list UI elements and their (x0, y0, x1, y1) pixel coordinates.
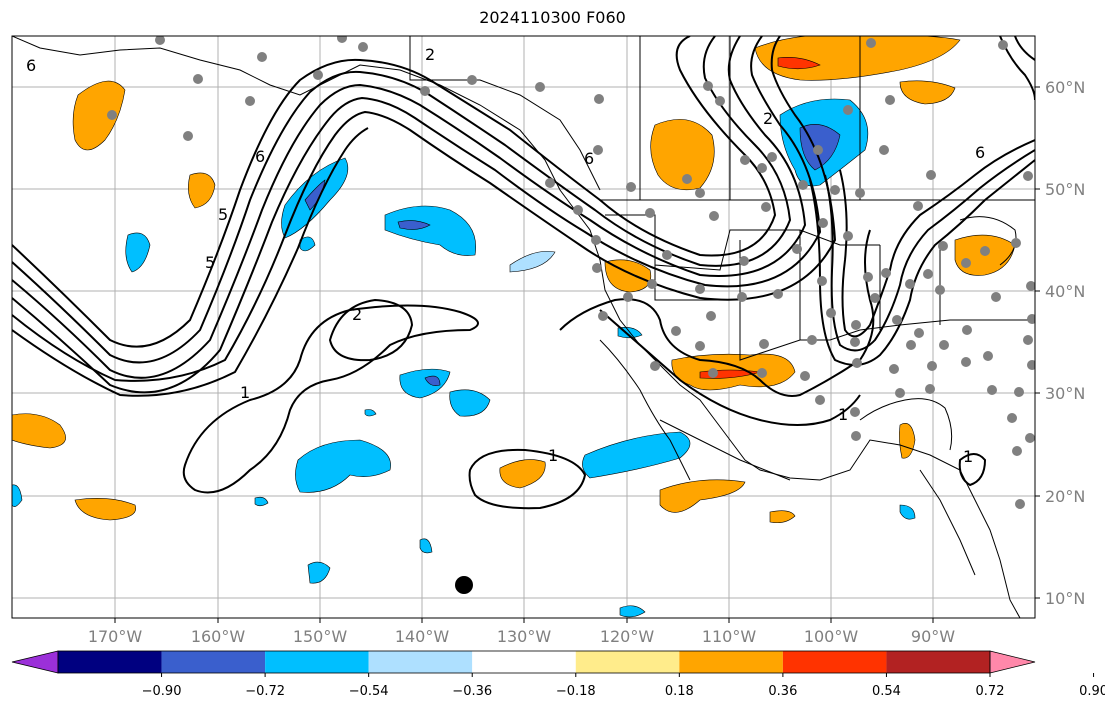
contour-label: 6 (584, 149, 594, 168)
anomaly-blob (384, 205, 477, 256)
anomaly-blob (899, 504, 916, 520)
contour-label-group: 6 5 6 5 2 1 1 6 2 2 6 1 1 (26, 45, 985, 466)
contour-label: 1 (240, 383, 250, 402)
anomaly-blob (619, 605, 646, 618)
anomaly-blob (899, 80, 956, 105)
contour-label: 2 (425, 45, 435, 64)
colorbar-extend-high (989, 650, 1036, 674)
colorbar-box (161, 651, 266, 673)
colorbar-tick-label: −0.90 (142, 684, 182, 699)
lon-label: 90°W (911, 627, 955, 646)
anomaly-blob (424, 375, 441, 386)
colorbar-box (575, 651, 680, 673)
lat-label: 50°N (1045, 180, 1085, 199)
lat-label: 20°N (1045, 487, 1085, 506)
anomaly-blob (777, 57, 821, 70)
colorbar-tick-label: 0.36 (768, 684, 797, 699)
colorbar-tick-label: 0.18 (665, 684, 694, 699)
contour-label: 5 (205, 253, 215, 272)
contour-label: 6 (255, 147, 265, 166)
anomaly-blob (659, 479, 746, 513)
anomaly-blob (397, 220, 431, 230)
black-dot-marker (455, 576, 473, 594)
contour-label: 6 (26, 56, 36, 75)
lon-label: 140°W (395, 627, 450, 646)
lon-label: 110°W (702, 627, 757, 646)
colorbar: −0.90 −0.72 −0.54 −0.36 −0.18 0.18 0.36 0.54 0.7… (11, 650, 1105, 699)
anomaly-blob (364, 409, 377, 417)
anomaly-blob (754, 36, 961, 81)
anomaly-blob (399, 368, 451, 399)
anomaly-blob (74, 498, 137, 521)
colorbar-tick-label: −0.36 (452, 684, 492, 699)
anomaly-blob (295, 439, 391, 493)
longitude-labels: 170°W 160°W 150°W 140°W 130°W 120°W 110°… (88, 627, 955, 646)
contour-label: 1 (838, 405, 848, 424)
anomaly-blob (509, 251, 556, 273)
lon-label: 160°W (191, 627, 246, 646)
shaded-anomalies (12, 36, 1016, 618)
station-dots (107, 36, 1035, 509)
map-plot-area: 6 5 6 5 2 1 1 6 2 2 6 1 1 (12, 36, 1035, 618)
colorbar-tick-label: 0.54 (872, 684, 901, 699)
anomaly-blob (72, 80, 126, 151)
anomaly-blob (307, 561, 331, 584)
anomaly-blob (419, 538, 433, 554)
colorbar-extend-low (11, 650, 59, 674)
lon-label: 100°W (804, 627, 859, 646)
colorbar-tick-label: 0.72 (976, 684, 1005, 699)
anomaly-blob (650, 119, 715, 191)
colorbar-box (886, 651, 990, 673)
anomaly-blob (304, 179, 326, 211)
latitude-labels: 60°N 50°N 40°N 30°N 20°N 10°N (1045, 78, 1085, 608)
colorbar-frame (57, 650, 991, 674)
anomaly-blob (12, 413, 66, 449)
lat-label: 30°N (1045, 384, 1085, 403)
coastlines (12, 36, 1035, 618)
colorbar-tick-label: −0.18 (556, 684, 596, 699)
anomaly-blob (254, 496, 269, 507)
lat-label: 60°N (1045, 78, 1085, 97)
contour-label: 1 (963, 447, 973, 466)
colorbar-tick-label: −0.72 (245, 684, 285, 699)
anomaly-blob (582, 431, 691, 479)
colorbar-box (368, 651, 473, 673)
map-title: 2024110300 F060 (479, 8, 626, 27)
anomaly-blob (899, 423, 916, 459)
colorbar-box (679, 651, 783, 673)
colorbar-box (58, 651, 162, 673)
anomaly-blob (299, 236, 316, 252)
colorbar-tick-label: 0.90 (1079, 684, 1105, 699)
contour-lines (12, 36, 1035, 510)
colorbar-box (265, 651, 369, 673)
anomaly-blob (12, 484, 23, 507)
lat-label: 40°N (1045, 282, 1085, 301)
contour-label: 2 (763, 109, 773, 128)
anomaly-blob (449, 389, 491, 417)
lon-label: 120°W (600, 627, 655, 646)
anomaly-blob (499, 459, 546, 489)
contour-label: 5 (218, 205, 228, 224)
colorbar-box (472, 651, 576, 673)
contour-label: 1 (548, 446, 558, 465)
gridlines (12, 36, 1035, 618)
lon-label: 170°W (88, 627, 143, 646)
lat-label: 10°N (1045, 589, 1085, 608)
contour-label: 6 (975, 143, 985, 162)
anomaly-blob (125, 232, 151, 273)
anomaly-blob (769, 510, 796, 524)
colorbar-tick-label: −0.54 (349, 684, 389, 699)
lon-label: 130°W (497, 627, 552, 646)
colorbar-box (782, 651, 887, 673)
axis-ticks (114, 86, 1040, 623)
lon-label: 150°W (293, 627, 348, 646)
contour-label: 2 (352, 305, 362, 324)
anomaly-blob (188, 172, 216, 209)
